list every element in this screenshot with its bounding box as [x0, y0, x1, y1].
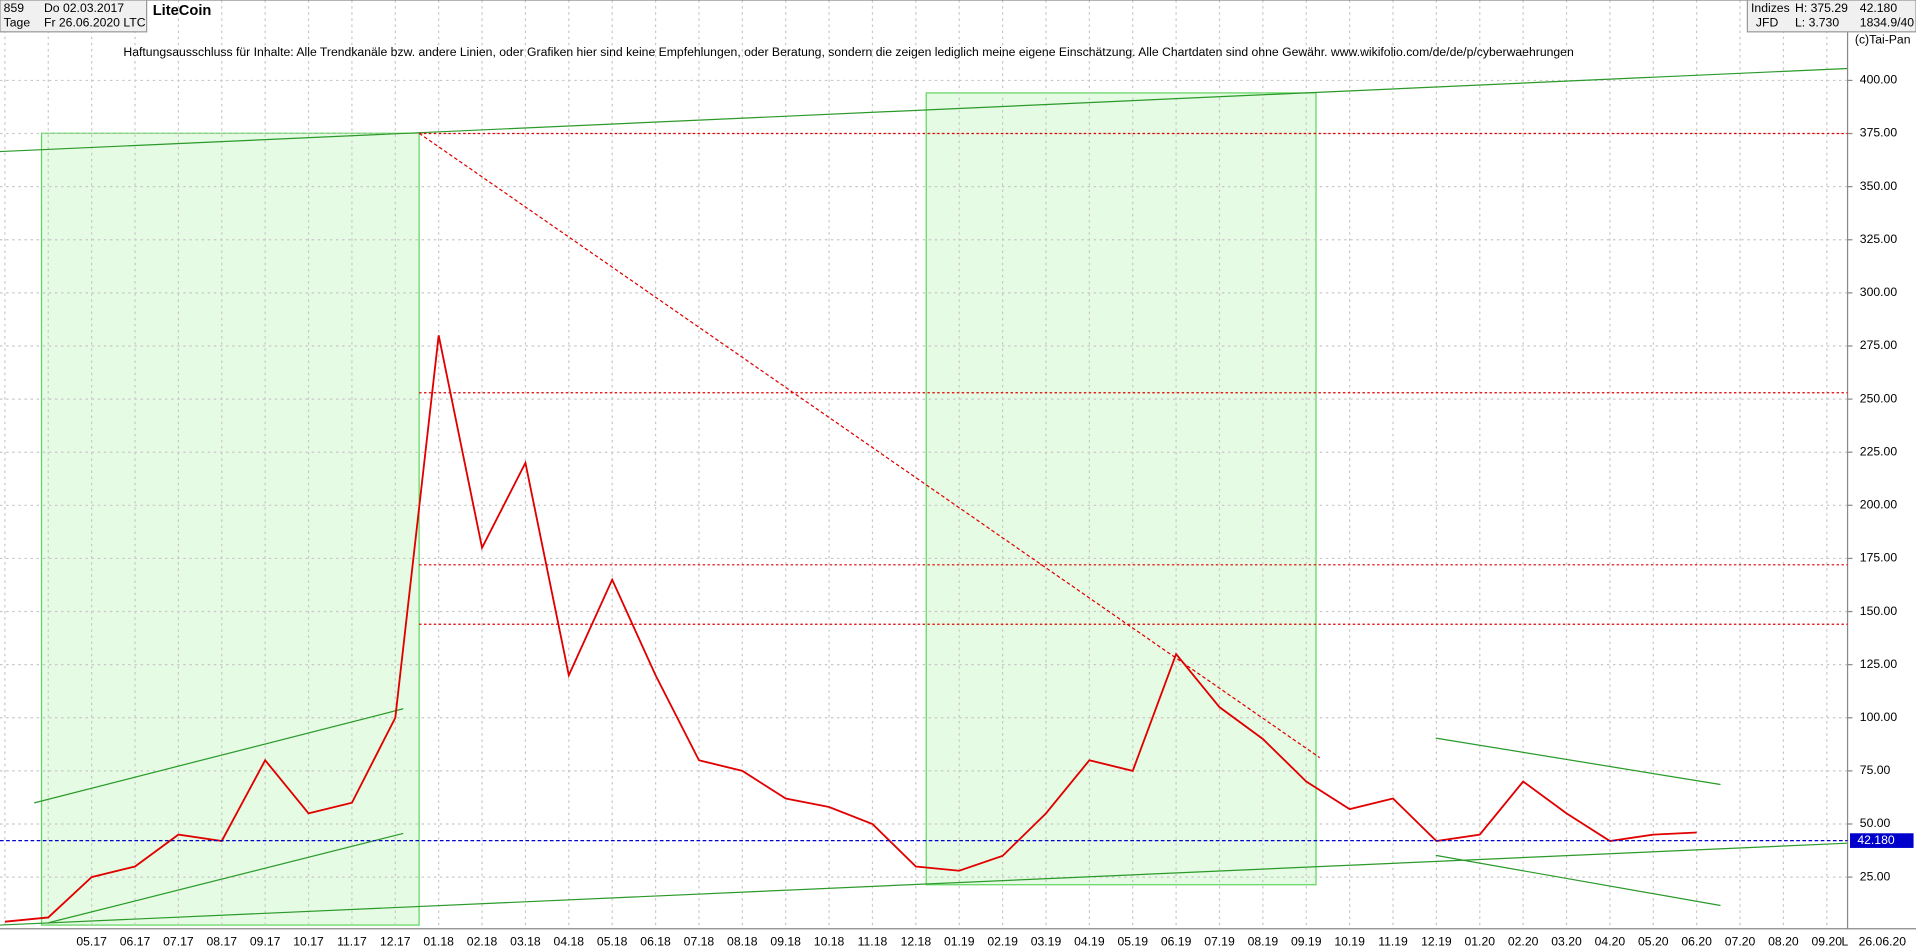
x-tick-label: 01.20 [1464, 934, 1495, 948]
x-tick-label: 10.18 [814, 934, 845, 948]
copyright: (c)Tai-Pan [1855, 33, 1911, 47]
info-box [1746, 0, 1916, 33]
x-tick-label: 11.17 [337, 934, 367, 948]
y-tick-label: 200.00 [1860, 498, 1898, 512]
x-tick-label: 09.17 [250, 934, 281, 948]
x-tick-label: 04.18 [554, 934, 585, 948]
y-tick-label: 250.00 [1860, 391, 1898, 405]
x-tick-label: 03.19 [1031, 934, 1062, 948]
x-tick-label: 11.18 [858, 934, 888, 948]
x-tick-label: 08.20 [1768, 934, 1799, 948]
x-tick-label: 05.17 [76, 934, 107, 948]
x-tick-label: 10.17 [293, 934, 324, 948]
x-tick-label: 05.19 [1117, 934, 1148, 948]
x-tick-label: 05.20 [1638, 934, 1669, 948]
x-tick-label: 02.19 [987, 934, 1018, 948]
x-tick-label: 06.17 [120, 934, 151, 948]
y-tick-label: 175.00 [1860, 551, 1898, 565]
y-tick-label: 100.00 [1860, 710, 1898, 724]
x-tick-label: 06.18 [640, 934, 671, 948]
mode: L [1841, 934, 1848, 948]
date-label: 26.06.20 [1859, 934, 1907, 948]
y-tick-label: 225.00 [1860, 444, 1898, 458]
x-tick-label: 04.20 [1595, 934, 1626, 948]
high: H: 375.29 [1795, 1, 1848, 15]
current-price-box [1850, 833, 1914, 848]
start-date: Do 02.03.2017 [44, 1, 124, 15]
current-price-label: 42.180 [1857, 833, 1895, 847]
broker: JFD [1756, 15, 1779, 29]
x-tick-label: 04.19 [1074, 934, 1105, 948]
y-tick-label: 75.00 [1860, 763, 1891, 777]
x-tick-label: 02.20 [1508, 934, 1539, 948]
y-tick-label: 275.00 [1860, 338, 1898, 352]
y-tick-label: 150.00 [1860, 604, 1898, 618]
x-tick-label: 07.17 [163, 934, 194, 948]
disclaimer: Haftungsausschluss für Inhalte: Alle Tre… [123, 45, 1573, 59]
x-tick-label: 07.18 [684, 934, 715, 948]
y-tick-label: 125.00 [1860, 657, 1898, 671]
low: L: 3.730 [1795, 15, 1839, 29]
y-tick-label: 25.00 [1860, 869, 1891, 883]
symbol: LTC [123, 15, 145, 29]
y-tick-label: 325.00 [1860, 232, 1898, 246]
trend-line [0, 842, 1848, 926]
x-tick-label: 03.18 [510, 934, 541, 948]
x-tick-label: 12.18 [901, 934, 932, 948]
y-tick-label: 375.00 [1860, 126, 1898, 140]
x-tick-label: 09.19 [1291, 934, 1322, 948]
period: Tage [4, 15, 31, 29]
x-tick-label: 09.18 [770, 934, 801, 948]
zone [40, 132, 420, 926]
x-tick-label: 12.19 [1421, 934, 1452, 948]
x-tick-label: 06.20 [1681, 934, 1712, 948]
x-tick-label: 09.20 [1812, 934, 1843, 948]
x-tick-label: 08.17 [207, 934, 238, 948]
x-tick-label: 03.20 [1551, 934, 1582, 948]
count: 859 [4, 1, 25, 15]
x-tick-label: 10.19 [1334, 934, 1365, 948]
y-tick-label: 400.00 [1860, 73, 1898, 87]
x-tick-label: 08.18 [727, 934, 758, 948]
header-box [0, 0, 148, 33]
trend-line [1435, 737, 1721, 786]
trend-line [48, 832, 404, 924]
x-tick-label: 02.18 [467, 934, 498, 948]
market: Indizes [1751, 1, 1790, 15]
y-tick-label: 50.00 [1860, 816, 1891, 830]
instrument: LiteCoin [153, 3, 212, 19]
x-tick-label: 07.20 [1725, 934, 1756, 948]
x-tick-label: 08.19 [1248, 934, 1279, 948]
trend-line [1435, 854, 1721, 907]
x-tick-label: 01.19 [944, 934, 975, 948]
end-date: Fr 26.06.2020 [44, 15, 120, 29]
price-line [4, 335, 1697, 923]
x-tick-label: 12.17 [380, 934, 411, 948]
last: 42.180 [1860, 1, 1898, 15]
x-tick-label: 11.19 [1378, 934, 1408, 948]
x-tick-label: 01.18 [423, 934, 454, 948]
trend-line [0, 67, 1848, 153]
zone [925, 92, 1317, 886]
x-tick-label: 05.18 [597, 934, 628, 948]
x-tick-label: 06.19 [1161, 934, 1192, 948]
y-tick-label: 350.00 [1860, 179, 1898, 193]
info: 1834.9/40 [1860, 15, 1915, 29]
x-tick-label: 07.19 [1204, 934, 1235, 948]
trend-line [418, 132, 1321, 759]
y-tick-label: 300.00 [1860, 285, 1898, 299]
trend-line [34, 708, 404, 804]
